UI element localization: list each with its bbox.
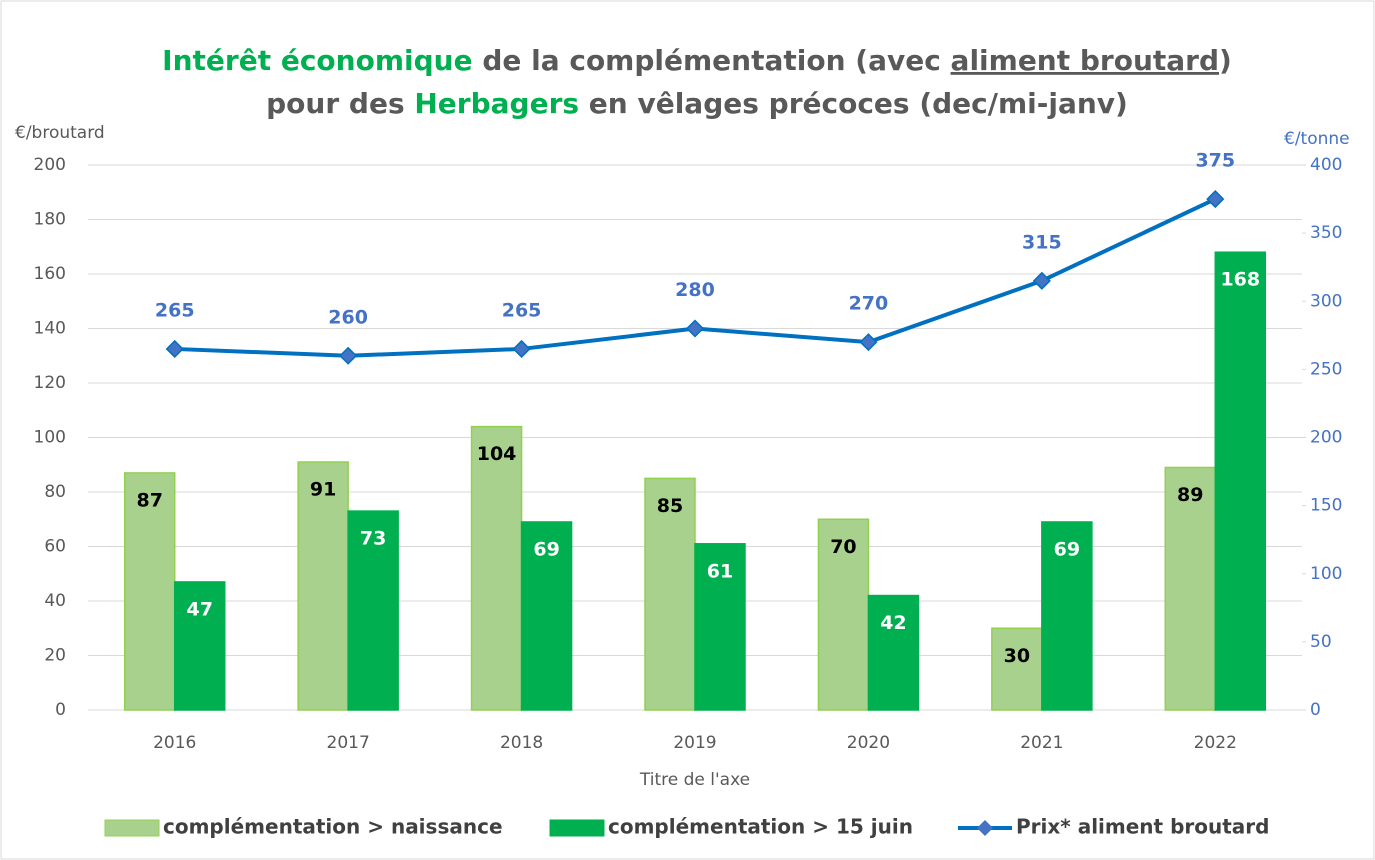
marker (685, 319, 705, 338)
chart-title-line2: pour des Herbagers en vêlages précoces (… (266, 87, 1128, 120)
data-label: 104 (477, 443, 517, 465)
data-label: 265 (502, 299, 542, 321)
y2-tick-label: 0 (1310, 700, 1321, 720)
marker (339, 346, 358, 365)
x-tick-label: 2021 (1020, 733, 1063, 753)
data-label: 69 (533, 538, 559, 560)
y2-tick-label: 200 (1310, 428, 1342, 448)
data-label: 260 (328, 306, 368, 328)
chart-title-line1: Intérêt économique de la complémentation… (162, 44, 1232, 77)
data-label: 85 (657, 495, 683, 517)
title-part: Herbagers (414, 87, 579, 120)
x-tick-label: 2019 (673, 733, 716, 753)
bar (1214, 251, 1267, 711)
legend-label: complémentation > naissance (163, 815, 503, 839)
data-label: 265 (155, 299, 195, 321)
y2-tick-label: 100 (1310, 564, 1342, 584)
bar (173, 581, 226, 711)
y-tick-label: 60 (44, 537, 66, 557)
x-tick-label: 2020 (847, 733, 890, 753)
title-part: aliment broutard (951, 44, 1219, 77)
data-label: 69 (1054, 538, 1080, 560)
x-tick-label: 2016 (153, 733, 196, 753)
y-tick-label: 180 (34, 210, 66, 230)
y-tick-label: 80 (44, 482, 66, 502)
marker (859, 333, 878, 352)
y-tick-label: 100 (34, 428, 66, 448)
data-label: 47 (186, 598, 212, 620)
data-label: 30 (1004, 645, 1030, 667)
bar (644, 477, 696, 711)
legend-marker (977, 820, 993, 836)
bar (297, 461, 349, 711)
bar (991, 627, 1043, 711)
data-label: 89 (1177, 484, 1203, 506)
y2-axis-label: €/tonne (1284, 129, 1350, 149)
marker (165, 339, 184, 358)
y-tick-label: 120 (34, 373, 66, 393)
title-part: ) (1219, 44, 1232, 77)
y-tick-label: 200 (34, 155, 66, 175)
data-label: 270 (849, 293, 889, 315)
y2-tick-label: 150 (1310, 496, 1342, 516)
data-label: 168 (1220, 269, 1260, 291)
legend-swatch (104, 819, 160, 837)
y-tick-label: 140 (34, 319, 66, 339)
bar (470, 425, 523, 711)
bar (1041, 521, 1093, 711)
y-tick-label: 40 (44, 591, 66, 611)
legend-label: Prix* aliment broutard (1016, 815, 1269, 839)
marker (1206, 190, 1225, 209)
y-tick-label: 20 (44, 646, 66, 666)
title-part: pour des (266, 87, 414, 120)
data-label: 87 (136, 489, 162, 511)
data-label: 375 (1195, 150, 1235, 172)
y2-tick-label: 50 (1310, 632, 1332, 652)
data-label: 70 (830, 536, 856, 558)
y-tick-label: 160 (34, 264, 66, 284)
data-label: 91 (310, 479, 336, 501)
marker (512, 339, 531, 358)
y-axis-label: €/broutard (15, 123, 105, 143)
y2-tick-label: 350 (1310, 223, 1342, 243)
data-label: 280 (675, 279, 715, 301)
x-axis-label: Titre de l'axe (639, 770, 750, 790)
data-label: 73 (360, 528, 386, 550)
data-label: 61 (707, 560, 733, 582)
marker (1032, 271, 1051, 290)
y2-tick-label: 250 (1310, 359, 1342, 379)
y2-tick-label: 400 (1310, 155, 1342, 175)
y-tick-label: 0 (55, 700, 66, 720)
legend-label: complémentation > 15 juin (608, 815, 913, 839)
bar (123, 472, 176, 711)
title-part: de la complémentation (avec (473, 44, 951, 77)
bar (520, 521, 573, 711)
x-tick-label: 2022 (1194, 733, 1237, 753)
data-label: 42 (880, 612, 906, 634)
y2-tick-label: 300 (1310, 291, 1342, 311)
title-part: Intérêt économique (162, 44, 472, 77)
bar (867, 594, 920, 711)
legend-swatch (549, 819, 605, 837)
bar (347, 510, 399, 711)
x-tick-label: 2018 (500, 733, 543, 753)
data-label: 315 (1022, 231, 1062, 253)
x-tick-label: 2017 (327, 733, 370, 753)
title-part: en vêlages précoces (dec/mi-janv) (579, 87, 1128, 120)
bar (694, 543, 746, 711)
